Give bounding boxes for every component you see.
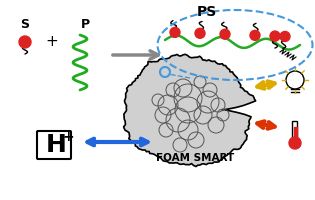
Circle shape <box>170 27 180 37</box>
Circle shape <box>19 36 31 48</box>
Circle shape <box>250 30 260 40</box>
Text: PS: PS <box>197 5 217 19</box>
FancyBboxPatch shape <box>293 121 297 140</box>
Text: P: P <box>80 19 89 31</box>
Circle shape <box>220 29 230 39</box>
Text: FOAM SMART: FOAM SMART <box>156 153 234 163</box>
Text: S: S <box>20 19 30 31</box>
Circle shape <box>270 31 280 41</box>
Circle shape <box>280 31 290 41</box>
Circle shape <box>289 137 301 149</box>
Polygon shape <box>123 54 256 167</box>
Circle shape <box>195 28 205 38</box>
Text: $\mathbf{H}$: $\mathbf{H}$ <box>45 133 65 157</box>
Text: +: + <box>46 34 58 49</box>
Text: +: + <box>62 130 74 144</box>
